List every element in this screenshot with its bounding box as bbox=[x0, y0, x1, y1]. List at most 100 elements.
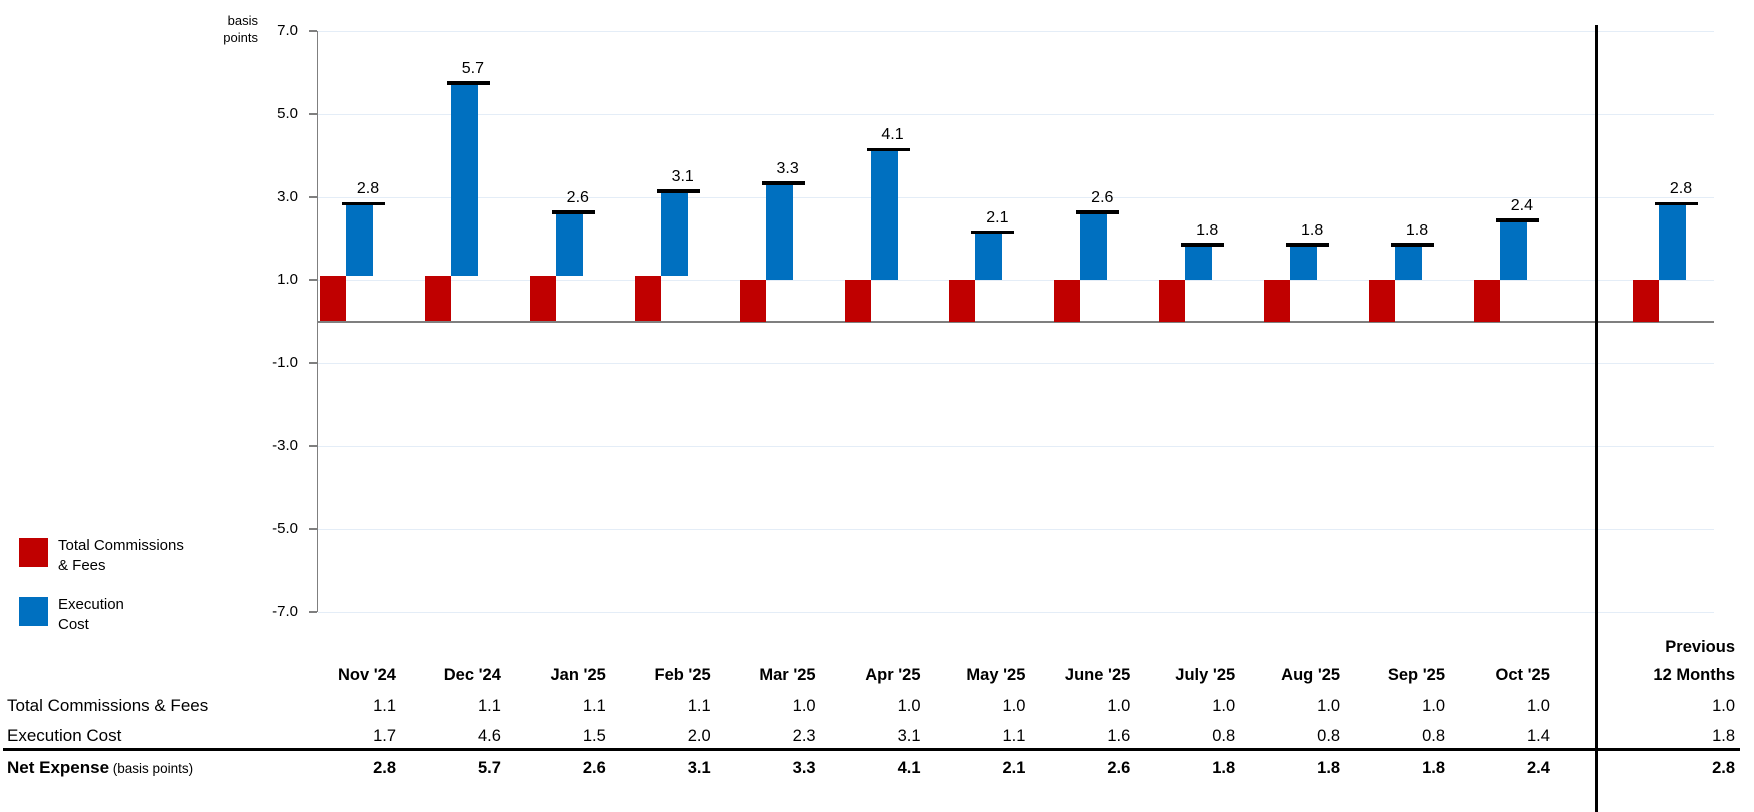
execution-bar-Apr '25 bbox=[870, 151, 898, 280]
bar-value-label-Previous 12 Months: 2.8 bbox=[1669, 180, 1693, 198]
table-cell-r1-c5: 3.1 bbox=[897, 727, 921, 745]
table-header-July '25: July '25 bbox=[1175, 666, 1236, 684]
net-total-cap-Previous 12 Months bbox=[1655, 201, 1698, 206]
table-cell-r1-c7: 1.6 bbox=[1107, 727, 1131, 745]
table-cell-r0-c10: 1.0 bbox=[1422, 697, 1445, 715]
net-total-cap-Dec '24 bbox=[446, 81, 490, 85]
table-cell-r0-c8: 1.0 bbox=[1212, 697, 1236, 715]
commissions-bar-Apr '25 bbox=[844, 280, 871, 322]
table-cell-r1-c9: 0.8 bbox=[1317, 727, 1341, 745]
execution-bar-Aug '25 bbox=[1290, 246, 1318, 280]
table-cell-r0-c11: 1.0 bbox=[1526, 697, 1550, 715]
table-cell-r2-c5: 4.1 bbox=[897, 759, 921, 777]
net-total-cap-Aug '25 bbox=[1286, 243, 1330, 247]
table-header-Oct '25: Oct '25 bbox=[1495, 666, 1550, 684]
table-header-previous-line1: Previous bbox=[1665, 638, 1735, 656]
axis-unit-line2: points bbox=[223, 30, 258, 45]
table-cell-r0-c5: 1.0 bbox=[897, 697, 921, 715]
bar-value-label-Mar '25: 3.3 bbox=[776, 159, 799, 177]
table-header-Mar '25: Mar '25 bbox=[759, 666, 816, 684]
table-cell-r2-c7: 2.6 bbox=[1107, 759, 1131, 777]
table-cell-r2-c10: 1.8 bbox=[1422, 759, 1445, 777]
commissions-bar-Previous 12 Months bbox=[1633, 280, 1659, 322]
table-cell-r1-previous: 1.8 bbox=[1712, 727, 1735, 745]
table-header-Nov '24: Nov '24 bbox=[337, 666, 396, 684]
table-cell-r0-c2: 1.1 bbox=[582, 697, 606, 715]
table-total-divider bbox=[3, 748, 1740, 751]
table-cell-r2-c9: 1.8 bbox=[1317, 759, 1341, 777]
table-cell-r0-c4: 1.0 bbox=[792, 697, 816, 715]
commissions-bar-Dec '24 bbox=[424, 275, 451, 322]
table-cell-r2-c8: 1.8 bbox=[1212, 759, 1236, 777]
table-cell-r2-c1: 5.7 bbox=[477, 759, 501, 777]
bar-value-label-Nov '24: 2.8 bbox=[356, 180, 380, 198]
execution-bar-Oct '25 bbox=[1499, 221, 1527, 280]
plot-area: 2.8 5.7 2.6 3.1 3.3 4.1 2.1 2.6 1.8 1.8 1.8 2.4 2.8 bbox=[317, 30, 1714, 613]
bar-value-label-Apr '25: 4.1 bbox=[881, 126, 904, 144]
execution-bar-Sep '25 bbox=[1395, 246, 1422, 280]
bar-value-label-Aug '25: 1.8 bbox=[1300, 221, 1324, 239]
execution-bar-Feb '25 bbox=[660, 192, 688, 276]
table-cell-r1-c11: 1.4 bbox=[1526, 727, 1550, 745]
net-total-cap-Oct '25 bbox=[1495, 218, 1539, 222]
table-cell-r1-c1: 4.6 bbox=[477, 727, 501, 745]
table-header-Aug '25: Aug '25 bbox=[1281, 666, 1341, 684]
table-cell-r0-c7: 1.0 bbox=[1107, 697, 1131, 715]
execution-bar-Nov '24 bbox=[346, 205, 373, 276]
execution-bar-Previous 12 Months bbox=[1659, 205, 1686, 280]
gridline-1 bbox=[318, 279, 1714, 281]
table-cell-r2-c4: 3.3 bbox=[792, 759, 816, 777]
row-label-net-expense: Net Expense (basis points) bbox=[7, 757, 193, 780]
table-cell-r0-previous: 1.0 bbox=[1712, 697, 1735, 715]
table-cell-r1-c2: 1.5 bbox=[582, 727, 606, 745]
table-cell-r1-c4: 2.3 bbox=[792, 727, 816, 745]
table-cell-r1-c0: 1.7 bbox=[373, 727, 396, 745]
legend-label-execution-line1: Execution bbox=[58, 596, 124, 613]
net-total-cap-Jan '25 bbox=[551, 210, 595, 214]
bar-value-label-May '25: 2.1 bbox=[986, 209, 1009, 227]
table-header-Apr '25: Apr '25 bbox=[865, 666, 921, 684]
commissions-bar-May '25 bbox=[949, 280, 976, 322]
table-cell-r0-c3: 1.1 bbox=[687, 697, 711, 715]
commissions-bar-Aug '25 bbox=[1264, 280, 1291, 322]
table-cell-r0-c0: 1.1 bbox=[373, 697, 396, 715]
axis-unit-line1: basis bbox=[227, 13, 258, 28]
bar-value-label-June '25: 2.6 bbox=[1091, 188, 1114, 206]
bar-value-label-Dec '24: 5.7 bbox=[461, 59, 485, 77]
execution-bar-Dec '24 bbox=[450, 84, 478, 276]
table-header-previous-line2: 12 Months bbox=[1653, 666, 1735, 684]
table-cell-r1-c10: 0.8 bbox=[1422, 727, 1445, 745]
gridline-3 bbox=[318, 196, 1714, 198]
bar-value-label-Jan '25: 2.6 bbox=[566, 188, 589, 206]
table-cell-r0-c9: 1.0 bbox=[1317, 697, 1341, 715]
commissions-bar-June '25 bbox=[1054, 280, 1081, 322]
table-cell-r2-c3: 3.1 bbox=[687, 759, 711, 777]
table-header-June '25: June '25 bbox=[1064, 666, 1131, 684]
table-cell-r2-c6: 2.1 bbox=[1002, 759, 1026, 777]
legend-label-execution-line2: Cost bbox=[58, 616, 89, 633]
period-separator-line bbox=[1595, 25, 1598, 812]
gridline--5 bbox=[318, 528, 1714, 530]
legend-label-commissions-line1: Total Commissions bbox=[58, 537, 184, 554]
table-header-May '25: May '25 bbox=[966, 666, 1026, 684]
net-total-cap-May '25 bbox=[971, 230, 1015, 235]
execution-bar-July '25 bbox=[1185, 246, 1213, 280]
commissions-bar-Jan '25 bbox=[529, 275, 556, 322]
legend-label-commissions-line2: & Fees bbox=[58, 557, 106, 574]
execution-bar-Jan '25 bbox=[555, 213, 583, 276]
row-label-Execution Cost: Execution Cost bbox=[7, 726, 122, 745]
legend-label-commissions: Total Commissions & Fees bbox=[58, 536, 184, 576]
bar-value-label-July '25: 1.8 bbox=[1196, 221, 1219, 239]
table-cell-r1-c3: 2.0 bbox=[687, 727, 711, 745]
bar-value-label-Sep '25: 1.8 bbox=[1405, 221, 1429, 239]
execution-bar-Mar '25 bbox=[765, 184, 793, 280]
table-cell-r1-c8: 0.8 bbox=[1212, 727, 1236, 745]
commissions-bar-Sep '25 bbox=[1369, 280, 1395, 322]
table-header-Dec '24: Dec '24 bbox=[443, 666, 501, 684]
gridline-7 bbox=[318, 30, 1714, 32]
axis-unit-label: basis points bbox=[150, 12, 258, 46]
table-cell-r0-c1: 1.1 bbox=[477, 697, 501, 715]
gridline--7 bbox=[318, 611, 1714, 613]
table-header-Jan '25: Jan '25 bbox=[550, 666, 606, 684]
